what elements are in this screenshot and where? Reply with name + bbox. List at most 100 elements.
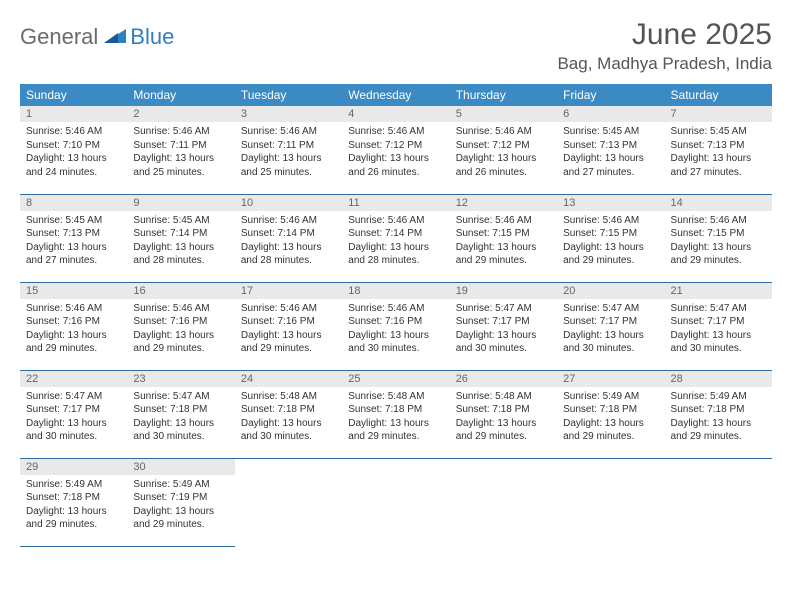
logo-text-blue: Blue [130,24,174,50]
day-number: 15 [20,283,127,299]
day-number: 9 [127,195,234,211]
calendar-day-cell: 30Sunrise: 5:49 AMSunset: 7:19 PMDayligh… [127,458,234,546]
sunset-line: Sunset: 7:17 PM [26,403,121,417]
sunrise-line: Sunrise: 5:48 AM [348,390,443,404]
daylight-line: Daylight: 13 hours and 28 minutes. [133,241,228,268]
day-number: 20 [557,283,664,299]
sunset-line: Sunset: 7:13 PM [563,139,658,153]
sunset-line: Sunset: 7:18 PM [563,403,658,417]
day-number: 7 [665,106,772,122]
sunrise-line: Sunrise: 5:46 AM [241,125,336,139]
daylight-line: Daylight: 13 hours and 27 minutes. [26,241,121,268]
sunset-line: Sunset: 7:12 PM [456,139,551,153]
calendar-day-cell: 27Sunrise: 5:49 AMSunset: 7:18 PMDayligh… [557,370,664,458]
day-info: Sunrise: 5:48 AMSunset: 7:18 PMDaylight:… [235,387,342,448]
sunrise-line: Sunrise: 5:49 AM [26,478,121,492]
logo-text-general: General [20,24,98,50]
day-number: 19 [450,283,557,299]
sunrise-line: Sunrise: 5:48 AM [456,390,551,404]
daylight-line: Daylight: 13 hours and 30 minutes. [241,417,336,444]
sunrise-line: Sunrise: 5:47 AM [456,302,551,316]
page-title: June 2025 [557,18,772,52]
day-number: 5 [450,106,557,122]
day-number: 2 [127,106,234,122]
sunset-line: Sunset: 7:17 PM [456,315,551,329]
sunrise-line: Sunrise: 5:46 AM [241,302,336,316]
day-number: 12 [450,195,557,211]
sunrise-line: Sunrise: 5:46 AM [563,214,658,228]
calendar-day-cell: 15Sunrise: 5:46 AMSunset: 7:16 PMDayligh… [20,282,127,370]
sunset-line: Sunset: 7:17 PM [671,315,766,329]
day-number: 18 [342,283,449,299]
sunset-line: Sunset: 7:18 PM [671,403,766,417]
daylight-line: Daylight: 13 hours and 30 minutes. [671,329,766,356]
sunrise-line: Sunrise: 5:45 AM [563,125,658,139]
calendar-day-cell: 22Sunrise: 5:47 AMSunset: 7:17 PMDayligh… [20,370,127,458]
calendar-day-cell: 23Sunrise: 5:47 AMSunset: 7:18 PMDayligh… [127,370,234,458]
day-info: Sunrise: 5:45 AMSunset: 7:14 PMDaylight:… [127,211,234,272]
sunrise-line: Sunrise: 5:46 AM [26,302,121,316]
day-info: Sunrise: 5:46 AMSunset: 7:11 PMDaylight:… [127,122,234,183]
location-subtitle: Bag, Madhya Pradesh, India [557,54,772,74]
sunrise-line: Sunrise: 5:47 AM [563,302,658,316]
sunrise-line: Sunrise: 5:47 AM [133,390,228,404]
calendar-day-cell: 17Sunrise: 5:46 AMSunset: 7:16 PMDayligh… [235,282,342,370]
sunrise-line: Sunrise: 5:49 AM [671,390,766,404]
day-info: Sunrise: 5:46 AMSunset: 7:16 PMDaylight:… [342,299,449,360]
day-number: 25 [342,371,449,387]
daylight-line: Daylight: 13 hours and 29 minutes. [563,417,658,444]
weekday-header: Friday [557,84,664,106]
sunrise-line: Sunrise: 5:46 AM [456,214,551,228]
weekday-header: Tuesday [235,84,342,106]
sunrise-line: Sunrise: 5:49 AM [133,478,228,492]
calendar-day-cell: 9Sunrise: 5:45 AMSunset: 7:14 PMDaylight… [127,194,234,282]
day-number: 6 [557,106,664,122]
sunset-line: Sunset: 7:15 PM [671,227,766,241]
day-number: 16 [127,283,234,299]
sunrise-line: Sunrise: 5:49 AM [563,390,658,404]
day-info: Sunrise: 5:47 AMSunset: 7:17 PMDaylight:… [557,299,664,360]
day-info: Sunrise: 5:46 AMSunset: 7:12 PMDaylight:… [450,122,557,183]
sunrise-line: Sunrise: 5:46 AM [133,125,228,139]
calendar-table: Sunday Monday Tuesday Wednesday Thursday… [20,84,772,547]
day-number: 30 [127,459,234,475]
calendar-week-row: 15Sunrise: 5:46 AMSunset: 7:16 PMDayligh… [20,282,772,370]
sunrise-line: Sunrise: 5:45 AM [26,214,121,228]
day-info: Sunrise: 5:49 AMSunset: 7:19 PMDaylight:… [127,475,234,536]
day-number: 24 [235,371,342,387]
day-info: Sunrise: 5:47 AMSunset: 7:17 PMDaylight:… [20,387,127,448]
calendar-day-cell [342,458,449,546]
sunset-line: Sunset: 7:15 PM [456,227,551,241]
calendar-day-cell [450,458,557,546]
calendar-day-cell: 20Sunrise: 5:47 AMSunset: 7:17 PMDayligh… [557,282,664,370]
day-info: Sunrise: 5:46 AMSunset: 7:16 PMDaylight:… [235,299,342,360]
daylight-line: Daylight: 13 hours and 29 minutes. [348,417,443,444]
day-info: Sunrise: 5:46 AMSunset: 7:14 PMDaylight:… [235,211,342,272]
calendar-day-cell: 16Sunrise: 5:46 AMSunset: 7:16 PMDayligh… [127,282,234,370]
sunset-line: Sunset: 7:18 PM [456,403,551,417]
calendar-week-row: 1Sunrise: 5:46 AMSunset: 7:10 PMDaylight… [20,106,772,194]
calendar-day-cell: 8Sunrise: 5:45 AMSunset: 7:13 PMDaylight… [20,194,127,282]
calendar-day-cell: 21Sunrise: 5:47 AMSunset: 7:17 PMDayligh… [665,282,772,370]
calendar-day-cell: 5Sunrise: 5:46 AMSunset: 7:12 PMDaylight… [450,106,557,194]
calendar-day-cell [235,458,342,546]
sunset-line: Sunset: 7:16 PM [133,315,228,329]
calendar-day-cell: 13Sunrise: 5:46 AMSunset: 7:15 PMDayligh… [557,194,664,282]
sunrise-line: Sunrise: 5:46 AM [456,125,551,139]
day-info: Sunrise: 5:49 AMSunset: 7:18 PMDaylight:… [665,387,772,448]
daylight-line: Daylight: 13 hours and 29 minutes. [133,505,228,532]
daylight-line: Daylight: 13 hours and 30 minutes. [133,417,228,444]
sunset-line: Sunset: 7:11 PM [241,139,336,153]
sunset-line: Sunset: 7:18 PM [348,403,443,417]
calendar-day-cell: 14Sunrise: 5:46 AMSunset: 7:15 PMDayligh… [665,194,772,282]
weekday-header: Saturday [665,84,772,106]
calendar-day-cell: 12Sunrise: 5:46 AMSunset: 7:15 PMDayligh… [450,194,557,282]
weekday-header: Sunday [20,84,127,106]
sunset-line: Sunset: 7:10 PM [26,139,121,153]
sunset-line: Sunset: 7:14 PM [241,227,336,241]
sunset-line: Sunset: 7:14 PM [133,227,228,241]
sunrise-line: Sunrise: 5:46 AM [348,125,443,139]
day-number: 8 [20,195,127,211]
sunrise-line: Sunrise: 5:47 AM [26,390,121,404]
sunrise-line: Sunrise: 5:45 AM [671,125,766,139]
